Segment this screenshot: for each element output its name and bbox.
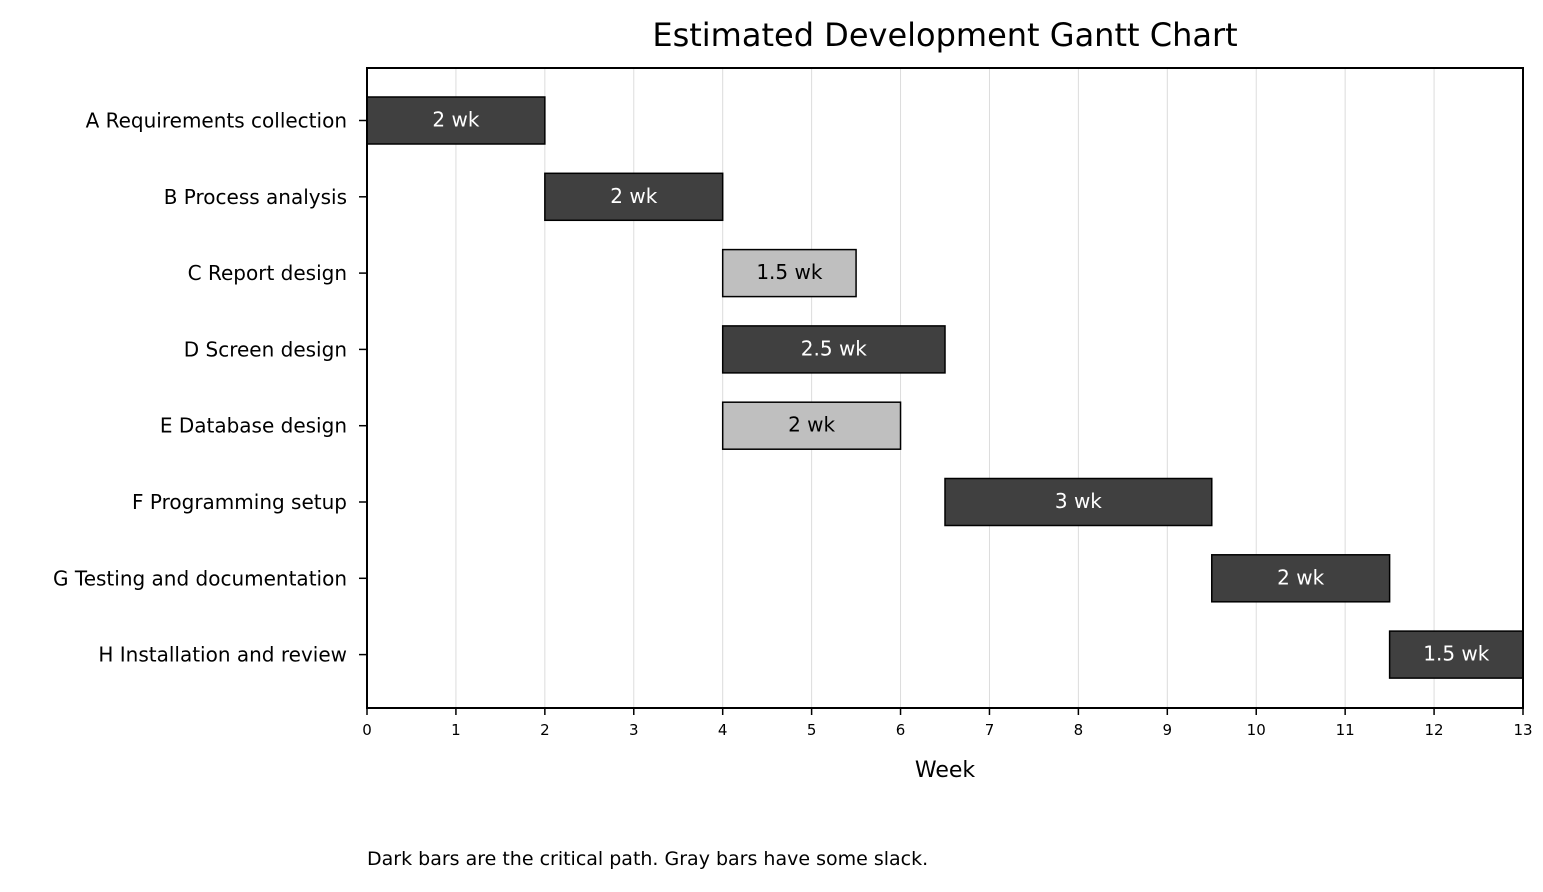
- x-tick-label: 1: [451, 721, 461, 739]
- task-label: G Testing and documentation: [53, 566, 347, 590]
- bar-duration-label: 2 wk: [1277, 565, 1324, 589]
- grid-lines: [366, 68, 1524, 708]
- task-bar-b: [544, 172, 724, 222]
- task-bar-c: [721, 248, 857, 298]
- plot-frame: [366, 67, 1524, 709]
- task-label: H Installation and review: [98, 643, 347, 667]
- x-tick-label: 9: [1163, 721, 1173, 739]
- x-tick-label: 10: [1247, 721, 1266, 739]
- x-tick-label: 5: [807, 721, 817, 739]
- bar-duration-label: 2 wk: [610, 184, 657, 208]
- task-label: C Report design: [188, 261, 347, 285]
- task-bar-g: [1211, 554, 1391, 603]
- task-label: E Database design: [160, 414, 347, 438]
- task-label: F Programming setup: [132, 490, 347, 514]
- x-tick-label: 4: [718, 721, 728, 739]
- x-axis: 0 1 2 3 4 5 6 7 8 9 10 11 12 13: [362, 708, 1533, 739]
- task-label: D Screen design: [184, 337, 347, 361]
- bar-duration-label: 1.5 wk: [1423, 642, 1490, 666]
- x-tick-label: 6: [896, 721, 906, 739]
- bar-duration-label: 1.5 wk: [756, 260, 823, 284]
- footnote: Dark bars are the critical path. Gray ba…: [367, 848, 929, 870]
- x-axis-label: Week: [915, 758, 976, 783]
- task-bar-h: [1388, 630, 1524, 679]
- x-tick-label: 11: [1336, 721, 1355, 739]
- task-label: B Process analysis: [164, 185, 347, 209]
- bar-duration-label: 2.5 wk: [801, 336, 868, 360]
- x-tick-label: 12: [1425, 721, 1444, 739]
- bar-duration-label: 3 wk: [1055, 489, 1102, 513]
- task-bar-a: [366, 96, 546, 145]
- x-tick-label: 13: [1513, 721, 1532, 739]
- chart-title: Estimated Development Gantt Chart: [652, 16, 1237, 54]
- task-label: A Requirements collection: [86, 109, 347, 133]
- task-bar-f: [944, 477, 1213, 527]
- bar-duration-label: 2 wk: [432, 108, 479, 132]
- bar-duration-label: 2 wk: [788, 413, 835, 437]
- y-axis: A Requirements collection B Process analy…: [53, 109, 367, 667]
- x-tick-label: 3: [629, 721, 639, 739]
- x-tick-label: 8: [1074, 721, 1084, 739]
- task-bar-d: [721, 325, 946, 374]
- x-tick-label: 2: [540, 721, 550, 739]
- bars: 2 wk 2 wk 1.5 wk 2.5 wk 2 wk 3 wk 2 wk 1.5 wk: [366, 96, 1524, 679]
- x-tick-label: 0: [362, 721, 372, 739]
- x-tick-label: 7: [985, 721, 995, 739]
- task-bar-e: [721, 401, 902, 450]
